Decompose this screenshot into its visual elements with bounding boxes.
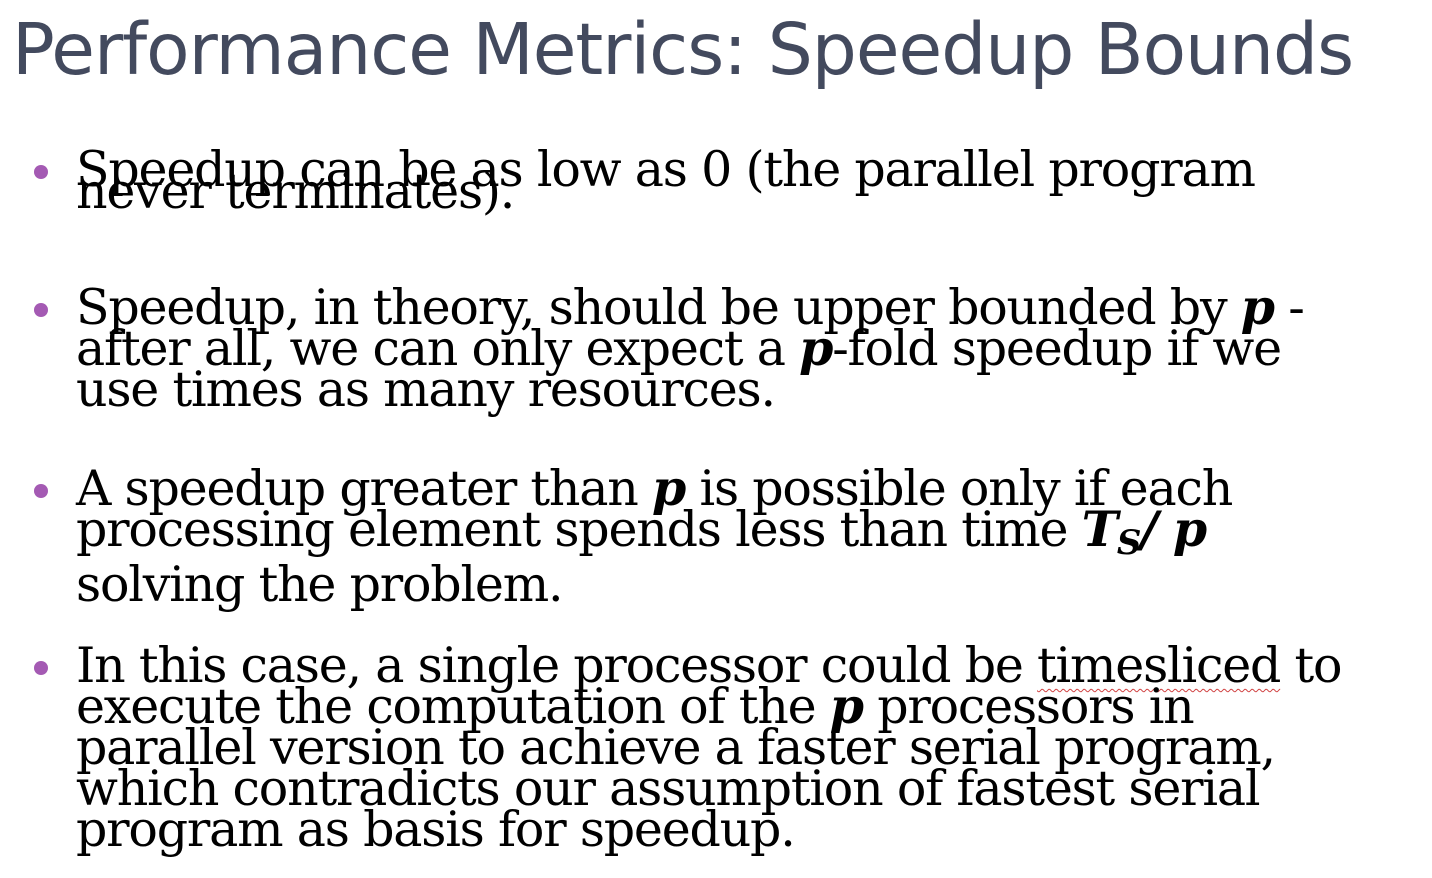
text-line: processing element spends less than time… [76,505,1232,564]
math-subscript: S [1116,523,1142,563]
math-variable: p [652,459,686,517]
bullet-text: Speedup can be as low as 0 (the parallel… [76,145,1256,216]
text-run: parallel version to achieve a faster ser… [76,719,1276,776]
text-run: Speedup, in theory, should be upper boun… [76,279,1241,336]
text-run: processing element spends less than time [76,501,1082,558]
text-run: is possible only if each [685,460,1233,517]
text-line: use times as many resources. [76,365,1304,414]
math-variable: T [1081,500,1118,558]
text-run: - [1273,279,1305,336]
text-run: solving the problem. [76,556,564,613]
text-line: never terminates). [76,167,1255,216]
text-run: after all, we can only expect a [76,320,800,377]
text-line: parallel version to achieve a faster ser… [76,723,1341,772]
text-run: In this case, a single processor could b… [76,637,1038,694]
text-line: which contradicts our assumption of fast… [76,764,1341,813]
text-run: A speedup greater than [76,460,653,517]
spellcheck-flagged-word: timesliced [1037,637,1281,694]
bullet-dot-icon [34,303,48,317]
slide-title: Performance Metrics: Speedup Bounds [12,8,1354,91]
text-line: In this case, a single processor could b… [76,641,1343,690]
text-line: execute the computation of the p process… [76,682,1341,732]
text-line: Speedup can be as low as 0 (the parallel… [76,145,1256,194]
text-line: after all, we can only expect a p-fold s… [76,324,1304,374]
text-run: to [1280,637,1343,694]
text-line: program as basis for speedup. [76,805,1341,854]
text-run: -fold speedup if we [832,320,1282,377]
text-run: processors in [862,678,1195,735]
bullet-text: In this case, a single processor could b… [76,641,1343,854]
text-run: which contradicts our assumption of fast… [76,760,1261,817]
math-variable: p [1240,278,1275,336]
bullet-text: Speedup, in theory, should be upper boun… [76,283,1305,415]
math-variable: p [799,319,833,377]
bullet-dot-icon [34,165,48,179]
text-line: A speedup greater than p is possible onl… [76,464,1233,514]
bullet-text: A speedup greater than p is possible onl… [76,464,1233,610]
text-run: Speedup can be as low as 0 (the parallel… [76,141,1256,198]
math-variable: p [829,677,864,735]
bullet-dot-icon [34,661,48,675]
text-run: use times as many resources. [76,361,776,418]
text-run: execute the computation of the [76,678,830,735]
text-run: never terminates). [76,163,515,220]
text-run: program as basis for speedup. [76,801,796,858]
math-expression: / p [1140,500,1207,558]
text-line: solving the problem. [76,560,1232,609]
text-line: Speedup, in theory, should be upper boun… [76,283,1305,333]
bullet-dot-icon [34,484,48,498]
